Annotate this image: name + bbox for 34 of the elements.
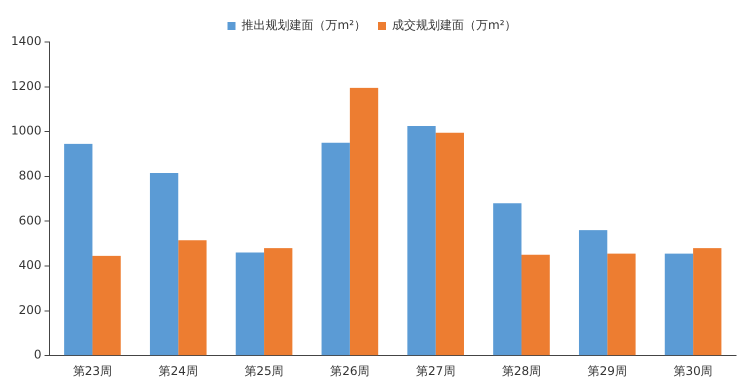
y-tick-label: 1000 [10, 124, 42, 138]
legend-label: 推出规划建面（万m²） [242, 18, 366, 32]
x-tick-label: 第23周 [72, 364, 112, 378]
y-tick-label: 0 [34, 348, 42, 362]
x-tick-label: 第28周 [502, 364, 542, 378]
legend-label: 成交规划建面（万m²） [392, 18, 516, 32]
bar [264, 248, 292, 356]
y-tick-label: 200 [18, 302, 42, 317]
x-tick-label: 第27周 [416, 364, 456, 378]
bar [407, 126, 436, 356]
x-tick-label: 第26周 [330, 364, 370, 378]
bar [493, 203, 522, 356]
y-tick-label: 1200 [10, 78, 42, 93]
x-tick-label: 第29周 [588, 364, 627, 378]
bar [150, 173, 178, 356]
y-tick-label: 400 [18, 258, 42, 272]
y-tick-label: 600 [18, 213, 42, 228]
bar [664, 254, 694, 356]
y-tick-label: 800 [18, 168, 42, 183]
x-tick-label: 第30周 [673, 364, 713, 378]
bar [436, 132, 464, 356]
bar [236, 252, 264, 356]
bar [693, 248, 722, 356]
bar [521, 254, 550, 356]
x-tick-label: 第25周 [244, 364, 284, 378]
bar [322, 142, 350, 356]
bar [607, 254, 636, 356]
y-tick-label: 1400 [10, 34, 42, 48]
bar [92, 256, 121, 356]
x-tick-label: 第24周 [158, 364, 198, 378]
bar [350, 88, 378, 356]
bar [178, 240, 207, 356]
bar [64, 144, 92, 356]
bar [578, 230, 608, 356]
